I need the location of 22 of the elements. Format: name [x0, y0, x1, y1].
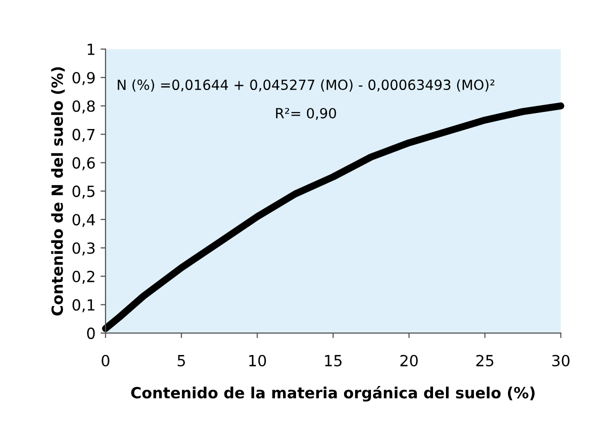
- y-tick-label: 0,5: [72, 186, 94, 199]
- y-tick-label: 0,1: [72, 299, 94, 312]
- x-tick-label: 5: [178, 355, 185, 366]
- y-tick-label: 0,8: [72, 100, 95, 114]
- y-tick-label: 0,2: [72, 270, 94, 284]
- y-tick-label: 0: [87, 328, 95, 340]
- y-tick-label: 0,9: [72, 72, 95, 86]
- x-tick-label: 20: [400, 354, 418, 366]
- x-tick-label: 0: [102, 354, 110, 366]
- y-tick-label: 1: [88, 44, 94, 55]
- y-tick-label: 0,3: [72, 242, 95, 256]
- x-tick-label: 30: [552, 354, 570, 366]
- annotation: R²= 0,90: [276, 108, 336, 120]
- x-tick-label: 15: [325, 355, 342, 366]
- x-axis-title: Contenido de la materia orgánica del suelo (%): [131, 386, 535, 402]
- x-tick-label: 25: [476, 354, 494, 366]
- y-axis-title: Contenido de N del suelo (%): [51, 67, 65, 316]
- annotation: N (%) =0,01644 + 0,045277 (MO) - 0,00063493 (MO)²: [118, 79, 494, 92]
- y-tick-label: 0,7: [72, 128, 94, 142]
- x-tick-label: 10: [249, 354, 266, 366]
- y-tick-label: 0,4: [72, 214, 95, 228]
- y-tick-label: 0,6: [72, 157, 95, 170]
